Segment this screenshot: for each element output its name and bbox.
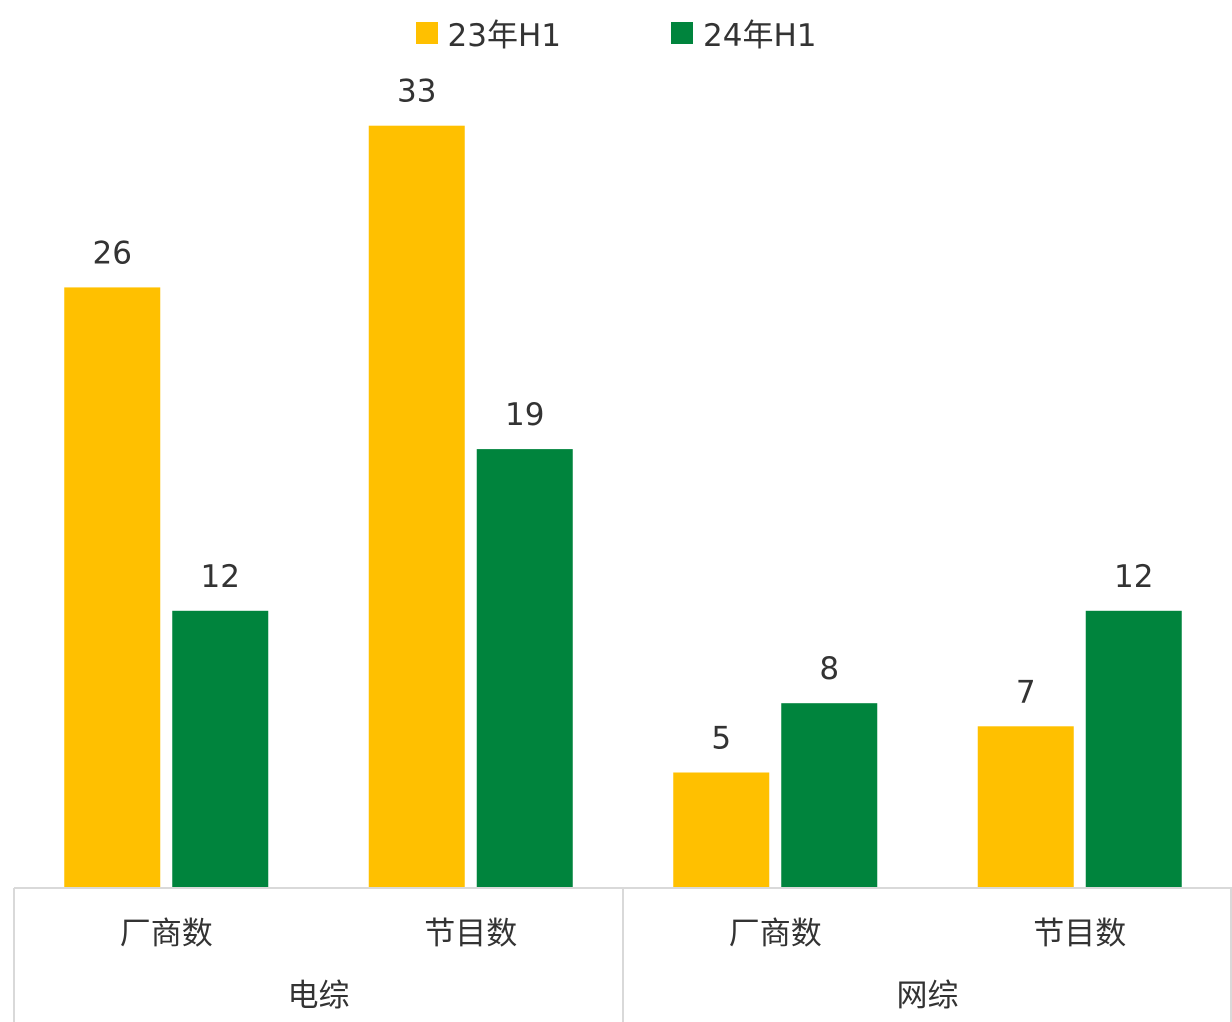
bar-1-4 <box>977 726 1074 888</box>
data-label-1-3: 5 <box>711 721 731 757</box>
category-label-4: 节目数 <box>1033 916 1126 952</box>
bar-1-2 <box>368 125 465 888</box>
legend-item-23h1: 23年H1 <box>415 10 561 55</box>
bar-2-2 <box>476 449 573 888</box>
legend-label-24h1: 24年H1 <box>703 18 817 54</box>
bar-2-1 <box>172 610 269 888</box>
data-label-1-2: 33 <box>397 74 436 110</box>
bar-2-4 <box>1085 610 1182 888</box>
bar-2-3 <box>781 703 878 888</box>
bar-1-3 <box>673 772 770 888</box>
category-label-3: 厂商数 <box>729 916 822 952</box>
category-label-2: 节目数 <box>424 916 517 952</box>
data-label-2-2: 19 <box>505 397 544 433</box>
data-label-2-3: 8 <box>819 651 839 687</box>
data-label-2-1: 12 <box>201 559 240 595</box>
group-label-2: 网综 <box>897 978 959 1014</box>
group-label-1: 电综 <box>288 978 350 1014</box>
legend-label-23h1: 23年H1 <box>447 18 561 54</box>
data-label-2-4: 12 <box>1114 559 1153 595</box>
legend: 23年H1 24年H1 <box>0 10 1232 55</box>
category-label-1: 厂商数 <box>120 916 213 952</box>
legend-item-24h1: 24年H1 <box>671 10 816 55</box>
data-label-1-4: 7 <box>1016 674 1036 710</box>
bar-1-1 <box>64 287 161 888</box>
data-label-1-1: 26 <box>93 235 132 271</box>
legend-swatch-23h1 <box>415 21 438 44</box>
legend-swatch-24h1 <box>671 21 693 44</box>
